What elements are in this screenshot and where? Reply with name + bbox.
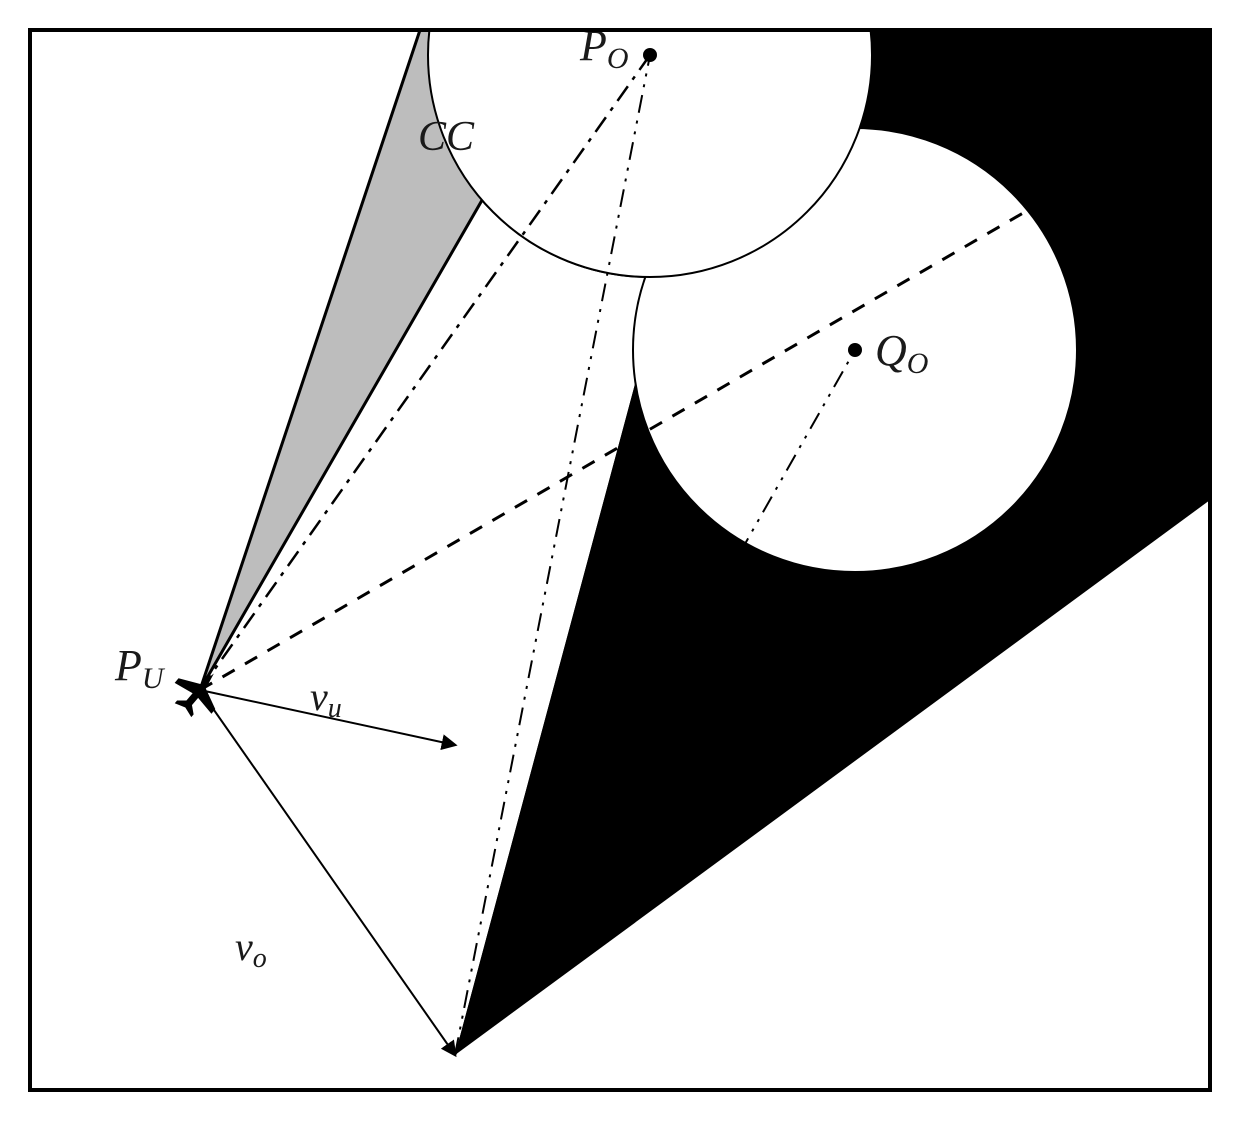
p-center-dot — [643, 48, 657, 62]
q-center-dot — [848, 343, 862, 357]
CC: CC — [418, 114, 475, 160]
